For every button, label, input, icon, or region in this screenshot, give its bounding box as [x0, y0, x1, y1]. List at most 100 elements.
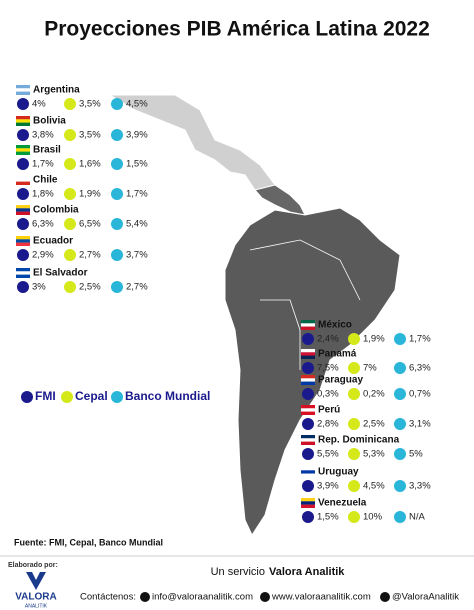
value: 2,7%: [79, 250, 101, 261]
flag-stripe: [301, 408, 315, 412]
flag-stripe: [16, 205, 30, 209]
website[interactable]: www.valoraanalitik.com: [271, 592, 371, 603]
value: 5,5%: [317, 449, 339, 460]
value: 2,4%: [317, 334, 339, 345]
value-dot: [348, 333, 360, 345]
value-dot: [111, 281, 123, 293]
flag-stripe: [301, 411, 315, 415]
flag-stripe: [16, 175, 30, 179]
service-brand: Valora Analitik: [269, 566, 345, 578]
email[interactable]: info@valoraanalitik.com: [152, 592, 253, 603]
value-dot: [64, 158, 76, 170]
value-dot: [64, 98, 76, 110]
value: 7,5%: [317, 363, 339, 374]
country-name: Chile: [33, 175, 58, 186]
flag-stripe: [16, 88, 30, 92]
value-dot: [348, 418, 360, 430]
value-dot: [17, 98, 29, 110]
flag-stripe: [301, 349, 315, 353]
value-dot: [394, 362, 406, 374]
value: 3,3%: [409, 481, 431, 492]
value: 2,7%: [126, 282, 148, 293]
value: 1,5%: [126, 159, 148, 170]
value: 3,5%: [79, 130, 101, 141]
service-prefix: Un servicio: [211, 566, 265, 578]
value-dot: [64, 218, 76, 230]
flag-stripe: [16, 91, 30, 95]
value-dot: [64, 249, 76, 261]
made-by: Elaborado por:: [8, 562, 58, 569]
flag-stripe: [301, 320, 315, 324]
country-name: Paraguay: [318, 375, 363, 386]
value-dot: [17, 188, 29, 200]
legend-label: FMI: [35, 389, 56, 403]
contact-label: Contáctenos:: [80, 592, 136, 603]
flag-stripe: [301, 381, 315, 385]
value: 3,8%: [32, 130, 54, 141]
value: 1,9%: [79, 189, 101, 200]
value: 4,5%: [363, 481, 385, 492]
legend-label: Banco Mundial: [125, 389, 210, 403]
value-dot: [111, 188, 123, 200]
flag-stripe: [16, 178, 30, 182]
country-name: Ecuador: [33, 236, 73, 247]
flag-stripe: [301, 438, 315, 442]
social[interactable]: @ValoraAnalitik: [392, 592, 459, 603]
legend-dot: [61, 391, 73, 403]
legend-dot: [111, 391, 123, 403]
value: 6,3%: [409, 363, 431, 374]
flag-stripe: [16, 268, 30, 272]
value-dot: [302, 480, 314, 492]
value: 0,2%: [363, 389, 385, 400]
value: 2,9%: [32, 250, 54, 261]
value: 6,3%: [32, 219, 54, 230]
country-name: Colombia: [33, 205, 79, 216]
flag-stripe: [301, 501, 315, 505]
flag-stripe: [16, 211, 30, 215]
value-dot: [17, 249, 29, 261]
flag-stripe: [16, 271, 30, 275]
logo: VALORA: [15, 592, 56, 603]
legend: FMI Cepal Banco Mundial: [21, 389, 210, 403]
value-dot: [302, 333, 314, 345]
web-icon: [260, 592, 270, 602]
value-dot: [394, 418, 406, 430]
value: 7%: [363, 363, 377, 374]
flag-stripe: [301, 441, 315, 445]
value-dot: [302, 448, 314, 460]
country-name: Panamá: [318, 349, 357, 360]
flag-stripe: [301, 405, 315, 409]
value-dot: [64, 188, 76, 200]
country-name: El Salvador: [33, 268, 88, 279]
country-name: Uruguay: [318, 467, 359, 478]
value: N/A: [409, 512, 426, 523]
value-dot: [17, 158, 29, 170]
flag-stripe: [16, 274, 30, 278]
value-dot: [394, 511, 406, 523]
value-dot: [394, 333, 406, 345]
flag-stripe: [301, 470, 315, 474]
flag-stripe: [16, 116, 30, 120]
value-dot: [348, 388, 360, 400]
country-name: México: [318, 320, 352, 331]
value-dot: [394, 388, 406, 400]
value: 10%: [363, 512, 383, 523]
flag-stripe: [16, 242, 30, 246]
value: 1,7%: [126, 189, 148, 200]
value-dot: [302, 511, 314, 523]
flag-stripe: [301, 352, 315, 356]
value: 3,5%: [79, 99, 101, 110]
value: 1,9%: [363, 334, 385, 345]
logo-sub: ANALITIK: [25, 603, 48, 609]
flag-stripe: [16, 208, 30, 212]
logo-mark: [26, 572, 46, 590]
value: 2,8%: [317, 419, 339, 430]
value: 5%: [409, 449, 423, 460]
flag-stripe: [301, 375, 315, 379]
value: 1,8%: [32, 189, 54, 200]
title: Proyecciones PIB América Latina 2022: [44, 18, 430, 41]
flag-stripe: [301, 473, 315, 477]
value: 1,6%: [79, 159, 101, 170]
country-name: Bolivia: [33, 116, 66, 127]
